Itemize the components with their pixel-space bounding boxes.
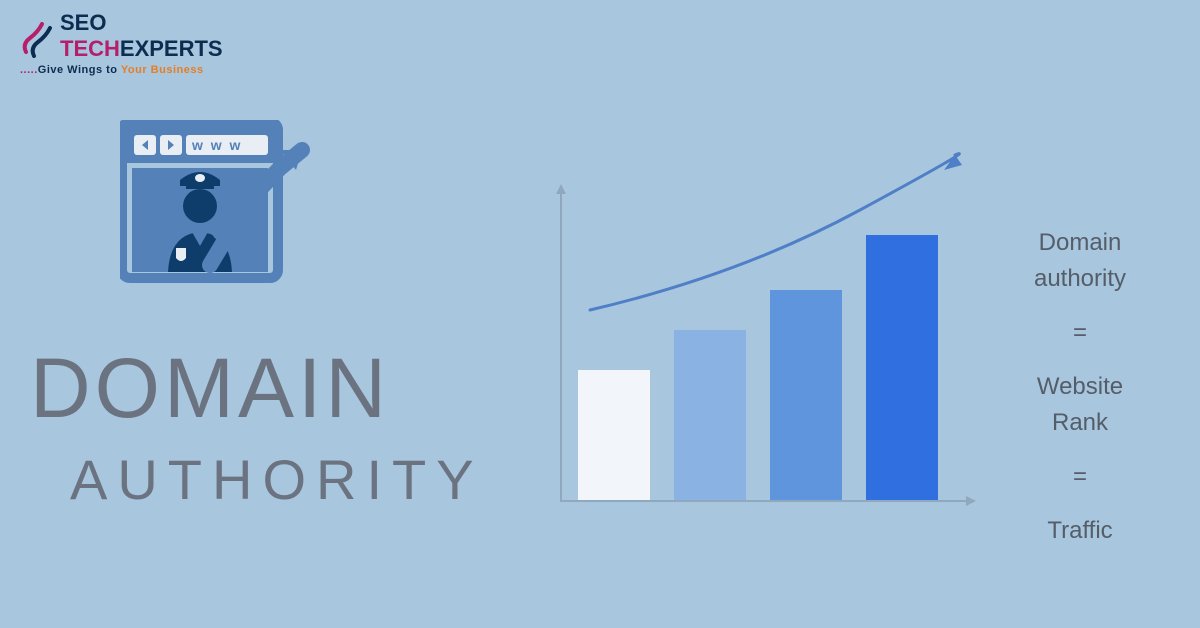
headline: DOMAIN AUTHORITY — [30, 340, 484, 512]
side-l5: Traffic — [1000, 513, 1160, 549]
headline-line1: DOMAIN — [30, 340, 484, 437]
headline-line2: AUTHORITY — [70, 447, 484, 512]
svg-text:w w w: w w w — [191, 137, 242, 153]
side-l1: Domain — [1000, 225, 1160, 261]
side-l3: Website — [1000, 369, 1160, 405]
side-l4: Rank — [1000, 405, 1160, 441]
tagline-b: Your Business — [121, 64, 204, 76]
logo-row: SEO TECHEXPERTS — [20, 10, 250, 62]
logo-experts: EXPERTS — [120, 36, 223, 61]
tagline-a: Give Wings to — [38, 64, 121, 76]
side-l2: authority — [1000, 261, 1160, 297]
logo-text: SEO TECHEXPERTS — [60, 10, 250, 62]
bar-2 — [674, 330, 746, 500]
x-axis — [560, 500, 968, 502]
bar-1 — [578, 370, 650, 500]
logo-tech: TECH — [60, 36, 120, 61]
side-eq2: = — [1000, 459, 1160, 495]
side-eq1: = — [1000, 315, 1160, 351]
bar-chart — [560, 180, 980, 520]
trend-curve-icon — [560, 150, 980, 350]
logo: SEO TECHEXPERTS .....Give Wings to Your … — [20, 10, 250, 76]
logo-tagline: .....Give Wings to Your Business — [20, 64, 250, 76]
browser-authority-icon: w w w — [120, 120, 320, 300]
logo-seo: SEO — [60, 10, 106, 35]
tagline-dots: ..... — [20, 64, 38, 76]
side-equation: Domain authority = Website Rank = Traffi… — [1000, 225, 1160, 549]
logo-mark-icon — [20, 22, 56, 58]
